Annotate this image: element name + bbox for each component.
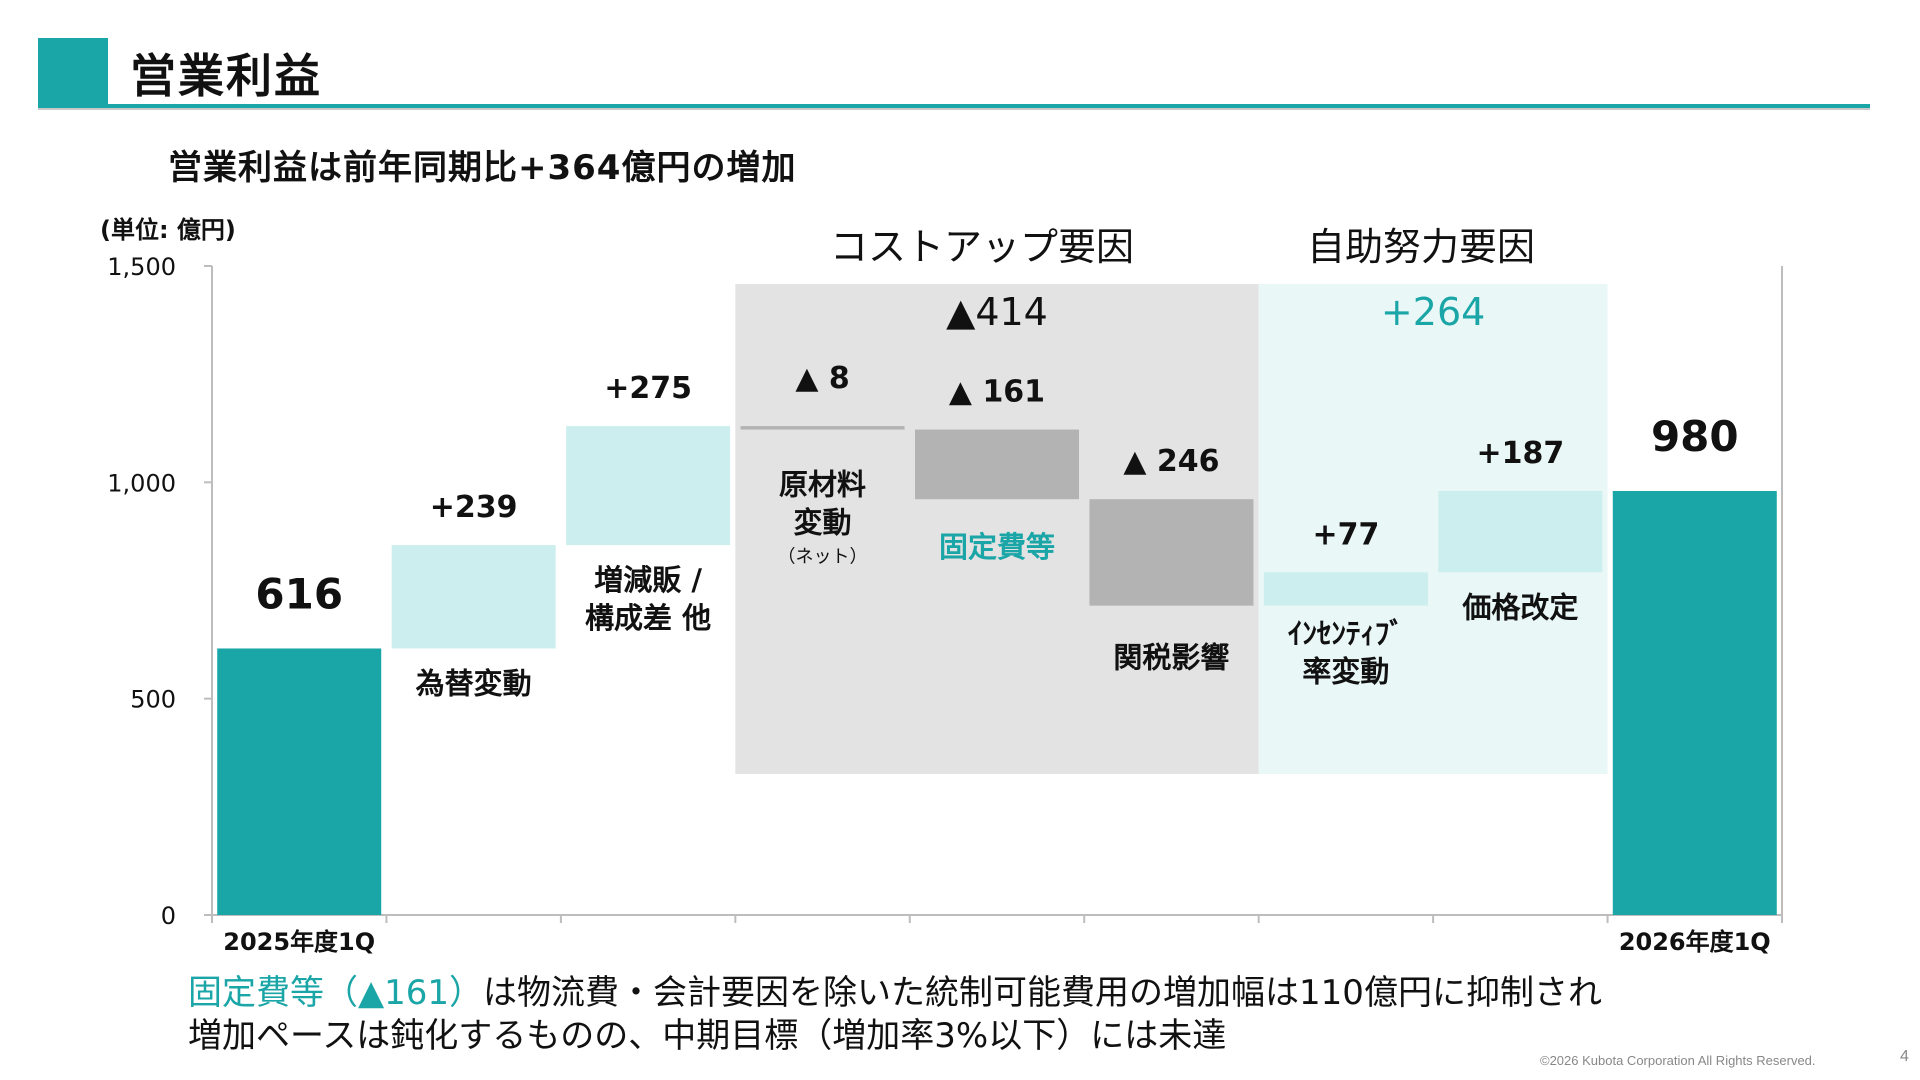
y-tick-label: 1,000 xyxy=(107,469,176,497)
x-label-end: 2026年度1Q xyxy=(1619,928,1771,956)
category-label-3: 変動 xyxy=(794,506,852,540)
page-title: 営業利益 xyxy=(130,49,322,103)
bar-4 xyxy=(915,429,1079,500)
page-subtitle: 営業利益は前年同期比+364億円の増加 xyxy=(168,148,797,188)
category-label-6: 率変動 xyxy=(1302,655,1389,689)
bar-0 xyxy=(217,648,382,915)
category-label-7: 価格改定 xyxy=(1461,590,1578,624)
group-label-self-help: 自助努力要因 xyxy=(1307,225,1536,269)
group-total-label-0: ▲414 xyxy=(946,290,1048,334)
category-label-5: 関税影響 xyxy=(1113,641,1229,675)
unit-label: (単位: 億円) xyxy=(100,216,236,244)
bar-6 xyxy=(1263,572,1428,606)
x-label-start: 2025年度1Q xyxy=(223,928,375,956)
value-label-1: +239 xyxy=(430,490,518,525)
category-label-3: 原材料 xyxy=(779,468,866,502)
copyright-text: ©2026 Kubota Corporation All Rights Rese… xyxy=(1540,1053,1816,1068)
y-tick-label: 0 xyxy=(161,902,176,930)
category-label-4: 固定費等 xyxy=(939,530,1055,564)
group-label-cost-up: コストアップ要因 xyxy=(830,225,1135,269)
category-label-2: 構成差 他 xyxy=(585,601,711,635)
value-label-7: +187 xyxy=(1476,436,1564,471)
title-divider-shadow xyxy=(38,108,1870,110)
title-accent-block xyxy=(38,38,108,104)
bar-2 xyxy=(566,426,731,546)
value-label-5: ▲ 246 xyxy=(1123,444,1219,479)
value-label-2: +275 xyxy=(604,371,692,406)
bar-1 xyxy=(391,545,556,649)
y-tick-label: 500 xyxy=(130,686,176,714)
bar-8 xyxy=(1612,490,1777,915)
footnote-line-1-text: は物流費・会計要因を除いた統制可能費用の増加幅は110億円に抑制され xyxy=(483,973,1602,1013)
waterfall-chart: ▲414 +264 0 500 1,000 1,500 616 +239 為替変動 +275 増減販… xyxy=(107,253,1783,956)
category-sublabel-3: （ネット） xyxy=(778,547,868,568)
y-tick-label: 1,500 xyxy=(107,253,176,281)
category-label-1: 為替変動 xyxy=(416,666,532,700)
group-total-label-1: +264 xyxy=(1381,290,1485,334)
page-number: 4 xyxy=(1900,1048,1909,1065)
bar-5 xyxy=(1089,499,1254,606)
bar-7 xyxy=(1438,490,1603,573)
category-label-2: 増減販 / xyxy=(594,563,702,597)
bar-3 xyxy=(740,426,905,430)
value-label-3: ▲ 8 xyxy=(795,361,849,396)
title-divider xyxy=(38,104,1870,108)
value-label-0: 616 xyxy=(255,569,343,618)
category-label-6: ｲﾝｾﾝﾃｨﾌﾞ xyxy=(1288,617,1404,651)
footnote-line-2: 増加ペースは鈍化するものの、中期目標（増加率3%以下）には未達 xyxy=(188,1016,1227,1056)
footnote-highlight: 固定費等（▲161） xyxy=(188,973,484,1013)
value-label-6: +77 xyxy=(1312,517,1379,552)
footnote-line-1: 固定費等（▲161）は物流費・会計要因を除いた統制可能費用の増加幅は110億円に… xyxy=(188,965,1602,1014)
value-label-8: 980 xyxy=(1651,412,1739,461)
value-label-4: ▲ 161 xyxy=(949,375,1045,410)
